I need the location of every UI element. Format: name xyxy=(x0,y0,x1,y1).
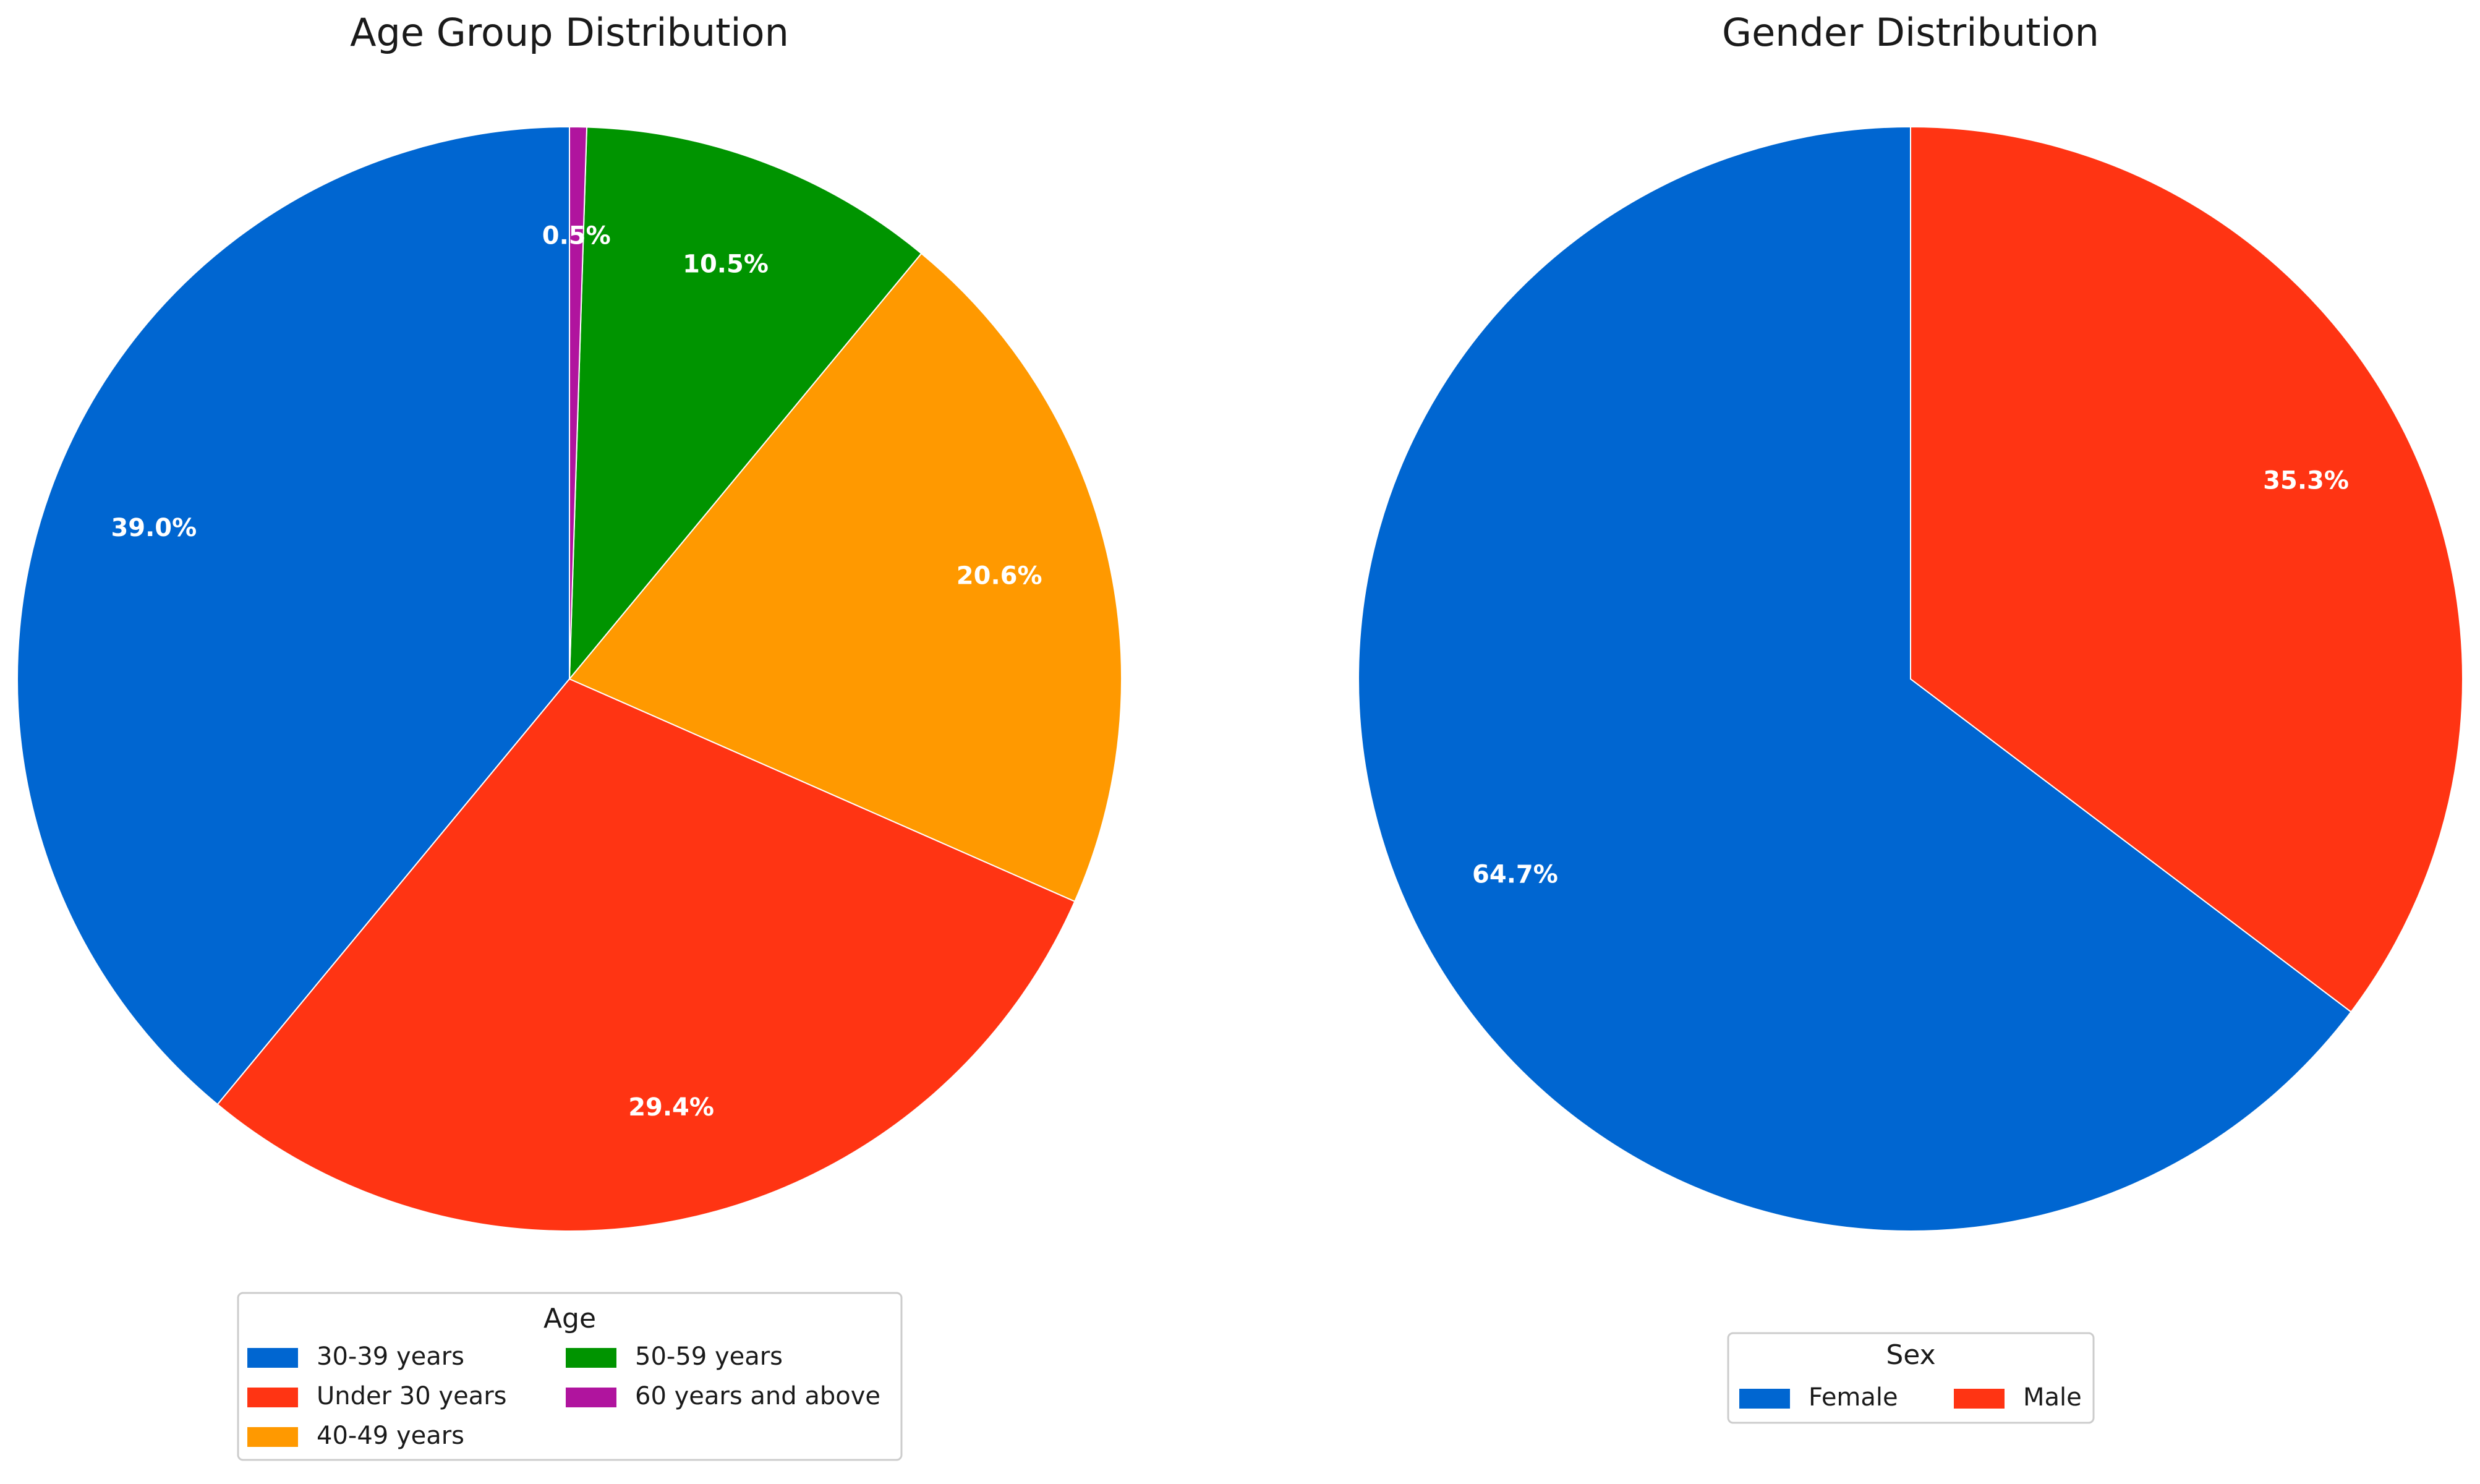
age-legend-swatch xyxy=(566,1348,616,1368)
age-legend-entry: 50-59 years xyxy=(635,1342,783,1371)
gender-legend-swatch xyxy=(1954,1389,2005,1409)
gender-slice-value-label: 35.3% xyxy=(2263,467,2349,495)
gender-slice-female xyxy=(1358,126,2352,1232)
age-slice-value-label: 39.0% xyxy=(111,514,197,542)
gender-legend-entry: Male xyxy=(2023,1383,2082,1412)
age-legend-swatch xyxy=(247,1388,298,1407)
age-legend-swatch xyxy=(566,1388,616,1407)
gender-slice-male xyxy=(1910,126,2463,1013)
age-legend-entry: Under 30 years xyxy=(317,1382,506,1410)
age-slice-50-59-years xyxy=(568,126,923,681)
age-pie-chart: Age Group Distribution 39.0% 29.4% 20.6% 10… xyxy=(17,10,1122,1461)
age-slice-60-years-and-above xyxy=(569,126,588,680)
age-legend-entry: 40-49 years xyxy=(317,1422,464,1450)
gender-slice-value-label: 64.7% xyxy=(1472,860,1558,889)
age-slice-value-label: 0.5% xyxy=(542,222,611,250)
age-legend-entry: 30-39 years xyxy=(317,1342,464,1371)
gender-legend-swatch xyxy=(1739,1389,1790,1409)
age-legend-swatch xyxy=(247,1427,298,1447)
age-slice-30-39-years xyxy=(17,126,570,1106)
gender-legend-entry: Female xyxy=(1809,1383,1898,1412)
age-slice-40-49-years xyxy=(568,252,1122,903)
gender-legend-title: Sex xyxy=(1886,1339,1935,1371)
age-legend: Age 30-39 years Under 30 years 40-49 years… xyxy=(237,1292,903,1461)
gender-legend: Sex Female Male xyxy=(1727,1332,2095,1424)
age-legend-swatch xyxy=(247,1348,298,1368)
age-legend-box xyxy=(237,1292,903,1461)
age-slice-value-label: 20.6% xyxy=(957,561,1042,590)
age-legend-title: Age xyxy=(543,1303,596,1334)
age-legend-entry: 60 years and above xyxy=(635,1382,880,1410)
gender-chart-title: Gender Distribution xyxy=(1722,10,2099,55)
age-slice-value-label: 10.5% xyxy=(683,250,769,279)
gender-pie-chart: Gender Distribution 64.7% 35.3% Sex Femal… xyxy=(1358,10,2463,1424)
age-slice-value-label: 29.4% xyxy=(628,1093,714,1122)
age-chart-title: Age Group Distribution xyxy=(350,10,789,55)
age-slice-under-30-years xyxy=(216,678,1076,1232)
